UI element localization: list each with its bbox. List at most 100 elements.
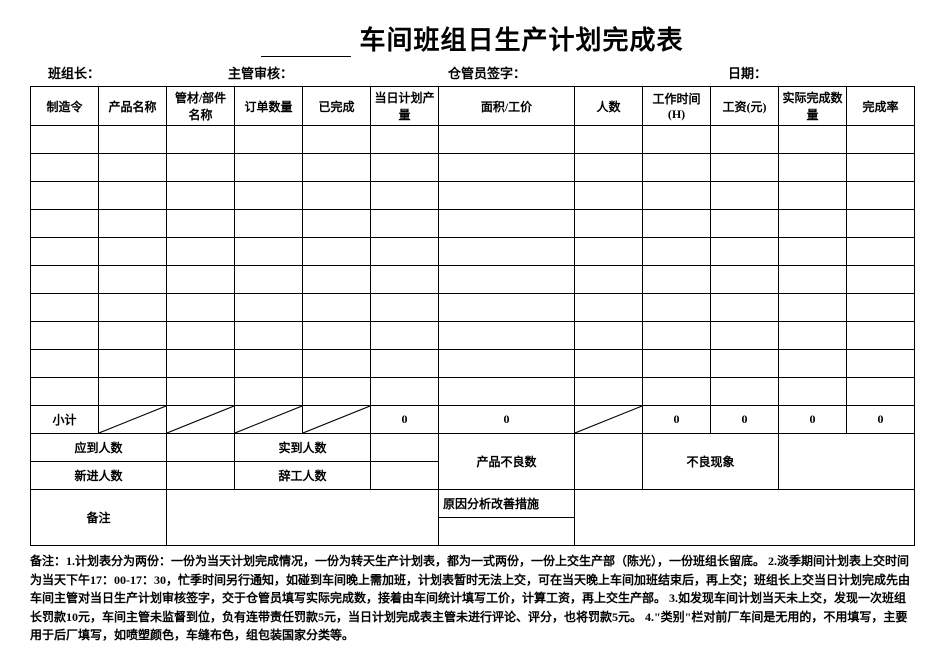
cell [31,322,99,350]
cell [303,266,371,294]
cell [371,238,439,266]
page-title: 车间班组日生产计划完成表 [359,26,683,55]
cell [711,322,779,350]
notes-section: 备注：1.计划表分为两份：一份为当天计划完成情况，一份为转天生产计划表，都为一式… [30,552,915,645]
hdr-4: 已完成 [303,87,371,126]
cell [779,350,847,378]
table-row [31,294,915,322]
cell [31,210,99,238]
resigned-label: 辞工人数 [235,462,371,490]
cell [31,378,99,406]
defect-count-label: 产品不良数 [439,434,575,490]
cell [167,350,235,378]
cell [847,154,915,182]
cell [439,378,575,406]
cell [303,126,371,154]
cell [711,126,779,154]
subtotal-slash-2 [167,406,235,434]
cell [847,126,915,154]
cell [235,294,303,322]
cell [847,238,915,266]
cause-row: 备注 原因分析改善措施 [31,490,915,518]
cell [847,350,915,378]
defect-count-value [575,434,643,490]
subtotal-label: 小计 [31,406,99,434]
cell [575,378,643,406]
cell [779,126,847,154]
cell [779,154,847,182]
subtotal-slash-1 [99,406,167,434]
cell [711,294,779,322]
title-blank-underline [261,35,351,57]
resigned-value [371,462,439,490]
subtotal-slash-4 [303,406,371,434]
meta-team-leader: 班组长： [48,63,228,82]
cell [371,182,439,210]
subtotal-c10: 0 [779,406,847,434]
cell [371,350,439,378]
hdr-2: 管材/部件名称 [167,87,235,126]
cell [711,378,779,406]
cell [235,238,303,266]
cell [303,154,371,182]
cause-analysis-value [575,490,915,546]
cell [235,378,303,406]
cell [371,126,439,154]
cell [167,378,235,406]
cell [439,210,575,238]
subtotal-c11: 0 [847,406,915,434]
cell [439,266,575,294]
cell [31,350,99,378]
cell [439,350,575,378]
table-row [31,126,915,154]
cell [575,322,643,350]
table-row [31,182,915,210]
cell [371,210,439,238]
notes-text: 1.计划表分为两份：一份为当天计划完成情况，一份为转天生产计划表，都为一式两份，… [30,554,910,642]
meta-supervisor: 主管审核： [228,63,448,82]
cell [303,378,371,406]
cell [439,322,575,350]
subtotal-c5: 0 [371,406,439,434]
cell [167,266,235,294]
hdr-0: 制造令 [31,87,99,126]
should-attend-value [167,434,235,462]
table-row [31,322,915,350]
cell [643,210,711,238]
cell [303,182,371,210]
cell [235,126,303,154]
notes-label: 备注： [30,554,66,568]
subtotal-row: 小计 0 0 0 0 0 0 [31,406,915,434]
subtotal-slash-5 [575,406,643,434]
subtotal-c9: 0 [711,406,779,434]
cell [303,350,371,378]
cell [99,210,167,238]
cell [439,182,575,210]
cell [711,238,779,266]
cell [779,210,847,238]
cell [643,182,711,210]
new-hire-value [167,462,235,490]
cell [643,266,711,294]
date-label: 日期： [728,63,767,82]
cell [439,126,575,154]
title-row: 车间班组日生产计划完成表 [30,20,915,57]
cell [643,322,711,350]
cell [99,294,167,322]
hdr-3: 订单数量 [235,87,303,126]
meta-warehouse: 仓管员签字： [448,63,728,82]
cell [31,126,99,154]
cell [643,238,711,266]
cell [643,350,711,378]
cell [167,210,235,238]
hdr-8: 工作时间(H) [643,87,711,126]
cell [711,350,779,378]
cell [371,322,439,350]
table-row [31,238,915,266]
cell [99,350,167,378]
cell [439,294,575,322]
cell [847,182,915,210]
cell [99,126,167,154]
meta-date: 日期： [728,63,848,82]
cell [575,266,643,294]
